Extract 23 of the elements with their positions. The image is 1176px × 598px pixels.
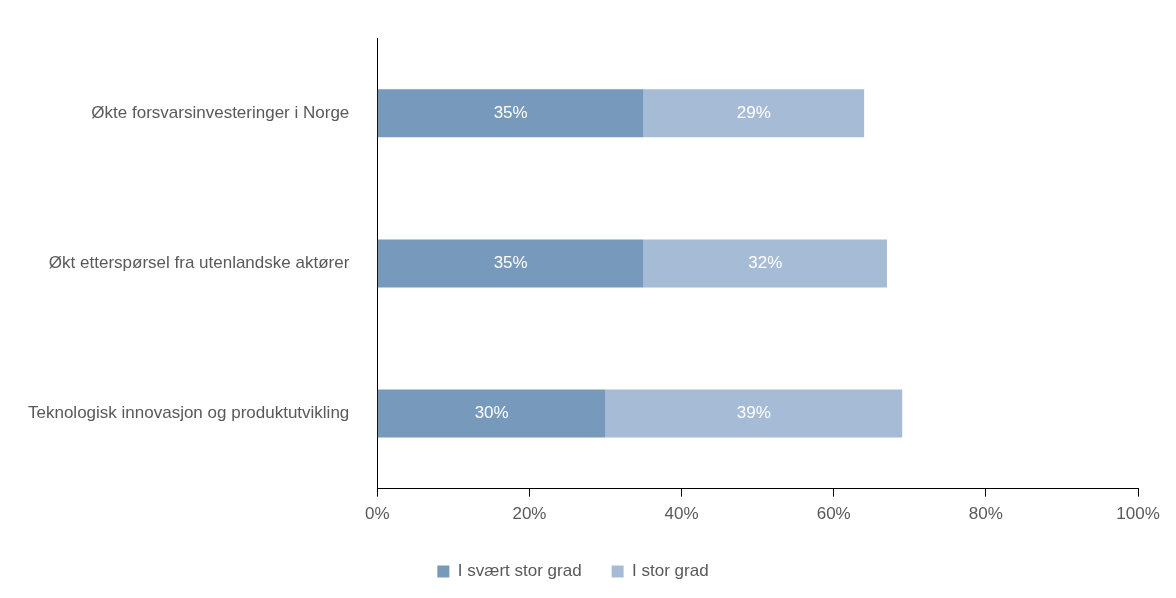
data-label: 35% (493, 102, 528, 122)
bar (643, 239, 887, 288)
x-tick-label: 80% (968, 504, 1003, 524)
legend-label: I stor grad (632, 561, 709, 581)
data-label: 30% (474, 403, 509, 423)
bar (377, 89, 644, 138)
bar (377, 239, 644, 288)
data-label: 32% (748, 253, 783, 273)
x-tick-label: 40% (664, 504, 699, 524)
bar (605, 389, 903, 438)
x-tick-label: 20% (512, 504, 547, 524)
data-label: 35% (493, 253, 528, 273)
bar (643, 89, 865, 138)
y-tick-label: Økt etterspørsel fra utenlandske aktører (48, 253, 350, 273)
x-tick-label: 100% (1116, 504, 1160, 524)
legend-label: I svært stor grad (457, 561, 582, 581)
y-tick-label: Økte forsvarsinvesteringer i Norge (91, 102, 350, 122)
data-label: 29% (736, 102, 771, 122)
y-tick-label: Teknologisk innovasjon og produktutvikling (27, 403, 350, 423)
data-label: 39% (736, 403, 771, 423)
x-tick-label: 60% (816, 504, 851, 524)
x-tick-label: 0% (365, 504, 390, 524)
bar (377, 389, 606, 438)
